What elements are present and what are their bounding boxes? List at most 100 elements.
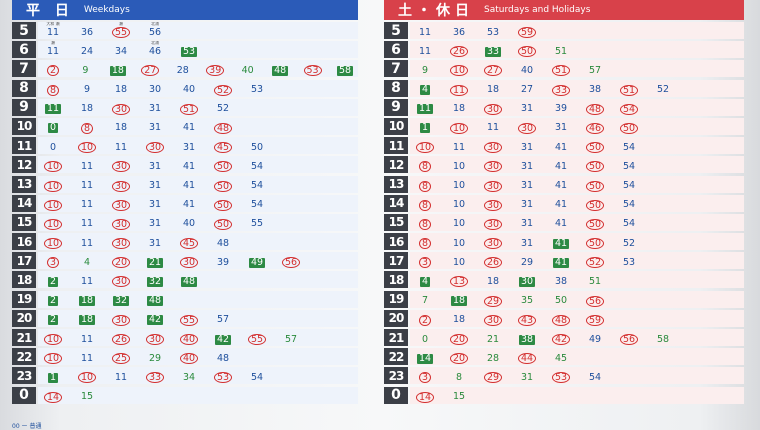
departure-minute: 42 bbox=[142, 314, 168, 327]
minute-value: 31 bbox=[148, 218, 162, 230]
minute-value: 39 bbox=[206, 65, 225, 77]
departure: 34 bbox=[176, 367, 202, 384]
departure: 50 bbox=[548, 291, 574, 308]
departure-strip: 8 10 30 31 41 50 54 bbox=[410, 156, 744, 174]
hour-row: 7 2 9 18 27 28 39 40 48 53 58 bbox=[12, 59, 358, 78]
departure-minute: 18 bbox=[108, 84, 134, 97]
departure-minute: 21 bbox=[480, 333, 506, 346]
minute-value: 21 bbox=[146, 256, 164, 268]
departure-minute: 50 bbox=[582, 160, 608, 173]
departure: 54 bbox=[616, 99, 642, 116]
departure-minute: 30 bbox=[108, 103, 134, 116]
minute-value: 52 bbox=[585, 257, 605, 269]
departure-minute: 56 bbox=[616, 333, 642, 346]
departure: 7 bbox=[412, 291, 438, 308]
hour-label: 0 bbox=[12, 386, 36, 404]
departure-minute: 31 bbox=[514, 160, 540, 173]
departure: 52 bbox=[616, 233, 642, 250]
minute-value: 31 bbox=[520, 199, 534, 211]
departure: 18 bbox=[108, 80, 134, 97]
departure-minute: 8 bbox=[412, 199, 438, 212]
minute-value: 50 bbox=[554, 295, 568, 307]
minute-value: 10 bbox=[449, 122, 469, 134]
departure-minute: 39 bbox=[202, 64, 228, 77]
hour-label: 10 bbox=[384, 117, 408, 135]
departure-minute: 48 bbox=[210, 122, 236, 135]
minute-value: 48 bbox=[180, 275, 198, 287]
departure: 59 bbox=[514, 22, 540, 39]
departure: 50 bbox=[582, 214, 608, 231]
departure: 52 bbox=[650, 80, 676, 97]
departure: 54 bbox=[616, 176, 642, 193]
minute-value: 50 bbox=[213, 180, 233, 192]
departure-minute: 27 bbox=[480, 64, 506, 77]
minute-value: 45 bbox=[179, 238, 199, 250]
departure: 38 bbox=[514, 329, 540, 346]
departure-minute: 30 bbox=[108, 180, 134, 193]
departure: 34 bbox=[108, 41, 134, 58]
departure-minute: 30 bbox=[142, 333, 168, 346]
departure: 14 bbox=[40, 387, 66, 404]
departure: 11 bbox=[74, 233, 100, 250]
minute-value: 30 bbox=[145, 142, 165, 154]
departure: 10 bbox=[40, 156, 66, 173]
hour-label: 23 bbox=[384, 367, 408, 385]
departure-minute: 50 bbox=[210, 180, 236, 193]
departure-minute: 30 bbox=[108, 237, 134, 250]
minute-value: 11 bbox=[449, 84, 469, 96]
departure-minute: 40 bbox=[176, 84, 202, 97]
minute-value: 31 bbox=[520, 180, 534, 191]
departure-minute: 53 bbox=[300, 64, 326, 77]
minute-value: 10 bbox=[43, 161, 63, 173]
departure-minute: 10 bbox=[446, 218, 472, 231]
minute-value: 55 bbox=[179, 314, 199, 326]
departure-minute: 11 bbox=[412, 103, 438, 116]
departure-minute: 30 bbox=[176, 256, 202, 269]
departure: 21 bbox=[480, 329, 506, 346]
departure: 53 bbox=[616, 252, 642, 269]
departure-minute: 29 bbox=[142, 352, 168, 365]
departure: 50 bbox=[210, 214, 236, 231]
departure-strip: 7 18 29 35 50 56 bbox=[410, 290, 744, 308]
departure-strip: 2 18 32 48 bbox=[38, 290, 358, 308]
departure: 50 bbox=[210, 195, 236, 212]
departure: 31 bbox=[514, 137, 540, 154]
minute-value: 30 bbox=[483, 103, 503, 115]
minute-value: 31 bbox=[148, 237, 162, 249]
departure-strip: 2 18 30 43 48 59 bbox=[410, 309, 744, 327]
departure-minute: 31 bbox=[514, 103, 540, 116]
hour-label: 7 bbox=[384, 60, 408, 78]
hour-row: 12 8 10 30 31 41 50 54 bbox=[384, 155, 744, 174]
departure-minute: 28 bbox=[170, 64, 196, 77]
departure-minute: 18 bbox=[480, 275, 506, 288]
departure: 30 bbox=[480, 214, 506, 231]
hour-row: 21 0 20 21 38 42 49 56 58 bbox=[384, 328, 744, 347]
minute-value: 34 bbox=[114, 45, 128, 57]
hour-row: 17 3 4 20 21 30 39 49 56 bbox=[12, 251, 358, 270]
departure: 21 bbox=[142, 252, 168, 269]
departure: 54 bbox=[616, 156, 642, 173]
departure: 41 bbox=[548, 195, 574, 212]
departure: 30 bbox=[108, 176, 134, 193]
departure-minute: 4 bbox=[74, 256, 100, 269]
hour-label: 12 bbox=[384, 156, 408, 174]
holiday-title-en: Saturdays and Holidays bbox=[484, 5, 591, 15]
minute-value: 57 bbox=[588, 64, 602, 76]
minute-value: 8 bbox=[46, 84, 60, 96]
departure-minute: 32 bbox=[142, 275, 168, 288]
minute-value: 26 bbox=[483, 257, 503, 269]
hour-label: 11 bbox=[384, 137, 408, 155]
hour-label: 15 bbox=[384, 213, 408, 231]
departure-minute: 8 bbox=[412, 218, 438, 231]
minute-value: 59 bbox=[585, 314, 605, 326]
departure: 18 bbox=[480, 271, 506, 288]
departure-minute: 9 bbox=[72, 64, 98, 77]
departure-minute: 10 bbox=[40, 352, 66, 365]
departure-minute: 2 bbox=[40, 64, 66, 77]
departure-minute: 54 bbox=[582, 371, 608, 384]
departure: 30 bbox=[142, 329, 168, 346]
minute-value: 50 bbox=[517, 46, 537, 58]
departure-minute: 11 bbox=[40, 103, 66, 116]
minute-value: 44 bbox=[517, 353, 537, 365]
departure-minute: 30 bbox=[108, 275, 134, 288]
